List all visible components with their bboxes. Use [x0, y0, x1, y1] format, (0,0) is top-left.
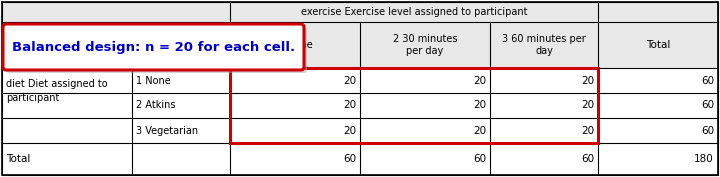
- Text: 180: 180: [694, 154, 714, 164]
- Text: 20: 20: [581, 76, 594, 85]
- Bar: [2, 2, 598, 22]
- Text: 60: 60: [581, 154, 594, 164]
- Text: 20: 20: [343, 125, 356, 136]
- Text: 1 None: 1 None: [136, 76, 171, 85]
- Text: 60: 60: [701, 101, 714, 110]
- Text: 3 60 minutes per
day: 3 60 minutes per day: [502, 34, 586, 56]
- Text: 2 Atkins: 2 Atkins: [136, 101, 176, 110]
- Text: Total: Total: [646, 40, 670, 50]
- Text: diet Diet assigned to
participant: diet Diet assigned to participant: [6, 79, 107, 103]
- Text: 20: 20: [581, 125, 594, 136]
- FancyBboxPatch shape: [3, 24, 304, 70]
- Text: 60: 60: [473, 154, 486, 164]
- Text: Balanced design: n = 20 for each cell.: Balanced design: n = 20 for each cell.: [12, 41, 295, 53]
- Text: 2 30 minutes
per day: 2 30 minutes per day: [392, 34, 457, 56]
- Text: 20: 20: [343, 101, 356, 110]
- Bar: [230, 68, 598, 143]
- FancyBboxPatch shape: [6, 27, 307, 73]
- Text: 20: 20: [473, 125, 486, 136]
- Text: Total: Total: [6, 154, 30, 164]
- Text: 20: 20: [343, 76, 356, 85]
- Text: 60: 60: [343, 154, 356, 164]
- Text: 3 Vegetarian: 3 Vegetarian: [136, 125, 198, 136]
- Bar: [598, 2, 718, 68]
- Text: 60: 60: [701, 76, 714, 85]
- Text: 60: 60: [701, 125, 714, 136]
- Text: 20: 20: [473, 76, 486, 85]
- Text: exercise Exercise level assigned to participant: exercise Exercise level assigned to part…: [301, 7, 527, 17]
- Text: 1 None: 1 None: [278, 40, 312, 50]
- Bar: [2, 22, 598, 68]
- Text: 20: 20: [473, 101, 486, 110]
- Text: 20: 20: [581, 101, 594, 110]
